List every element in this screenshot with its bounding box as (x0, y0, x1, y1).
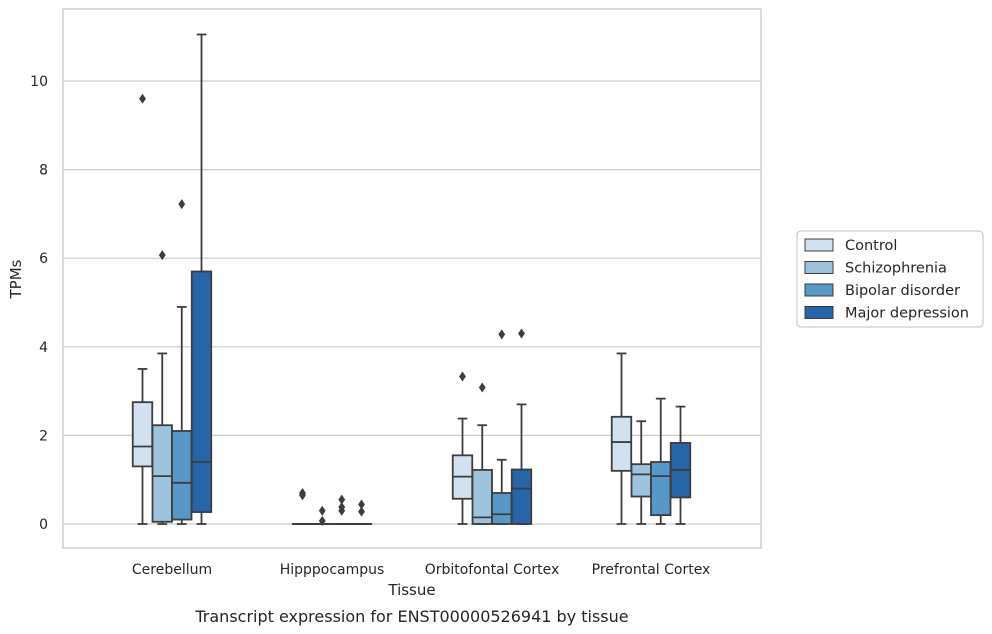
box-2-0 (451, 371, 474, 525)
box-3-0 (610, 352, 633, 525)
outlier-point (518, 328, 525, 339)
box-body (151, 424, 173, 523)
outlier-point (158, 250, 166, 261)
outlier-point (358, 499, 365, 510)
outlier-point (338, 494, 346, 505)
box-0-2 (171, 199, 193, 525)
outlier-point (338, 502, 346, 513)
y-axis-label: TPMs (7, 259, 25, 299)
legend: Control Schizophrenia Bipolar disorder Majo… (796, 230, 984, 328)
box-1-0 (291, 487, 314, 525)
box-1-2 (331, 494, 353, 525)
x-axis-label: Tissue (387, 581, 435, 599)
legend-label: Major depression (845, 306, 969, 322)
x-tick-label: Cerebellum (132, 562, 212, 578)
box-0-1 (151, 250, 173, 525)
box-body (650, 461, 672, 517)
outlier-point (299, 487, 306, 498)
legend-label: Control (845, 238, 897, 254)
outlier-point (498, 329, 506, 340)
chart-caption: Transcript expression for ENST0000052694… (194, 607, 628, 626)
box-body (491, 492, 513, 525)
box-1-1 (311, 505, 333, 526)
legend-label: Schizophrenia (845, 261, 947, 277)
box-body (510, 468, 533, 525)
legend-swatch (804, 306, 834, 319)
box-body (190, 270, 213, 513)
y-tick-label: 2 (39, 428, 48, 444)
x-tick-label: Hipppocampus (280, 562, 385, 578)
y-tick-label: 6 (39, 251, 48, 267)
box-body (610, 415, 633, 472)
x-tick-label: Prefrontal Cortex (592, 562, 711, 578)
outlier-point (318, 505, 326, 516)
outlier-point (139, 93, 146, 104)
outlier-point (478, 382, 486, 393)
box-body (630, 463, 652, 498)
y-tick-label: 4 (39, 340, 48, 356)
y-tick-label: 0 (39, 517, 48, 533)
outlier-point (459, 371, 466, 382)
x-axis-ticks: Cerebellum Hipppocampus Orbitofontal Corte… (132, 562, 710, 578)
legend-label: Bipolar disorder (845, 283, 960, 299)
box-0-0 (131, 93, 154, 525)
outlier-point (178, 199, 186, 210)
box-3-2 (650, 397, 672, 525)
box-3-1 (630, 420, 652, 525)
box-body (131, 401, 154, 468)
y-tick-label: 8 (39, 163, 48, 179)
plot-frame (62, 8, 762, 549)
box-3-3 (669, 405, 692, 525)
outlier-point (318, 515, 326, 526)
box-2-3 (510, 328, 533, 525)
box-2-2 (491, 329, 513, 525)
outlier-point (358, 506, 365, 517)
box-body (471, 469, 493, 525)
y-axis-ticks: 0 2 4 6 8 10 (30, 74, 48, 533)
y-tick-label: 10 (30, 74, 48, 90)
x-tick-label: Orbitofontal Cortex (425, 562, 560, 578)
box-0-3 (190, 33, 213, 525)
legend-frame (796, 230, 984, 328)
box-body (171, 430, 193, 521)
box-1-3 (350, 499, 373, 525)
legend-swatch (804, 283, 834, 297)
legend-swatch (804, 238, 834, 252)
box-2-1 (471, 382, 493, 525)
box-plot-area (131, 33, 692, 526)
legend-swatch (804, 261, 834, 274)
